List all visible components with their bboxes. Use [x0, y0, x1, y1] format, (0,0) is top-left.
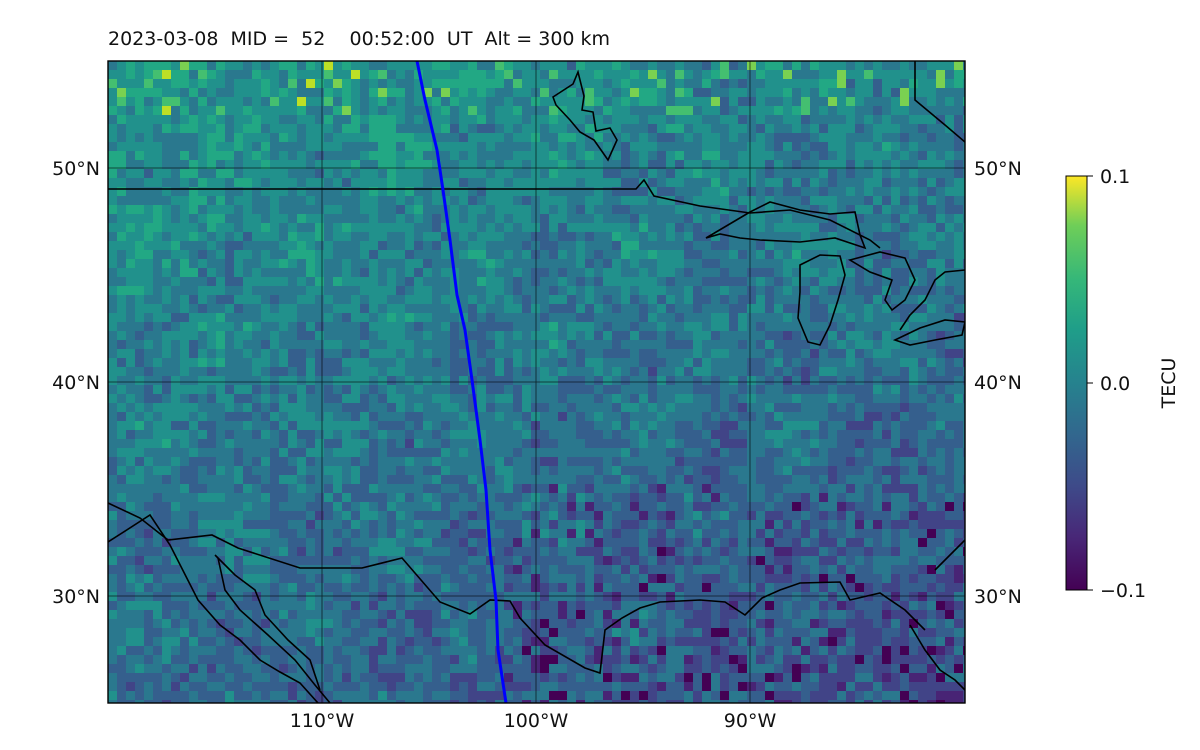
baja-california — [108, 513, 319, 703]
tec-map — [107, 60, 966, 704]
lon-labels: 110°W 100°W 90°W — [290, 710, 777, 732]
us-mexico-border — [108, 502, 926, 675]
lake-erie-ontario — [892, 319, 965, 346]
colorbar-tick-label-max: 0.1 — [1100, 166, 1130, 188]
lat-label-40n-right: 40°N — [974, 372, 1022, 394]
lat-label-50n-right: 50°N — [974, 158, 1022, 180]
colorbar-tick-label-min: −0.1 — [1100, 580, 1146, 602]
lat-labels-left: 50°N 40°N 30°N — [52, 158, 100, 608]
gulf-coast-east — [934, 539, 965, 571]
coastlines-borders — [108, 61, 965, 703]
island-north — [552, 69, 618, 162]
gulf-of-california — [217, 557, 331, 703]
baja-inner — [214, 554, 321, 691]
michigan-east — [899, 269, 965, 331]
lake-michigan — [797, 254, 846, 346]
map-frame — [107, 60, 966, 704]
lake-superior — [705, 201, 867, 250]
lon-label-90w: 90°W — [724, 710, 777, 732]
florida-west — [909, 624, 965, 691]
graticule — [108, 61, 965, 703]
lat-label-50n: 50°N — [52, 158, 100, 180]
satellite-ground-track — [415, 60, 508, 704]
plot-title: 2023-03-08 MID = 52 00:52:00 UT Alt = 30… — [108, 28, 611, 50]
colorbar-title: TECU — [1158, 358, 1180, 410]
lon-label-110w: 110°W — [290, 710, 355, 732]
lat-label-40n: 40°N — [52, 372, 100, 394]
lat-label-30n: 30°N — [52, 586, 100, 608]
lon-label-100w: 100°W — [504, 710, 569, 732]
hudson-bay-coast — [914, 61, 965, 143]
colorbar-gradient — [1065, 175, 1088, 591]
colorbar: 0.1 0.0 −0.1 TECU — [1065, 166, 1180, 602]
tec-heatmap-cells — [108, 61, 965, 703]
lat-labels-right: 50°N 40°N 30°N — [974, 158, 1022, 608]
colorbar-tick-label-zero: 0.0 — [1100, 373, 1130, 395]
us-canada-border — [108, 178, 881, 249]
lat-label-30n-right: 30°N — [974, 586, 1022, 608]
lake-huron-erie — [847, 251, 916, 312]
